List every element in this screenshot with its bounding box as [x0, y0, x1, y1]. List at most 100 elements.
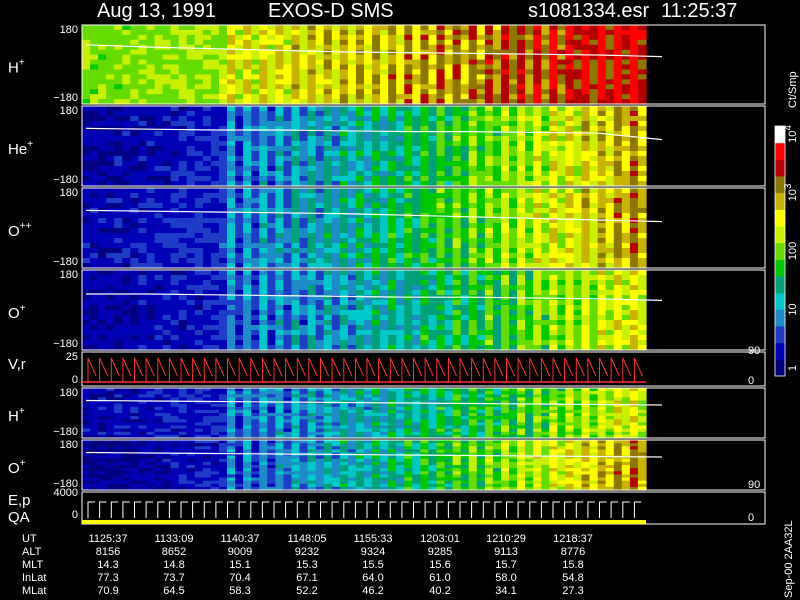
heat-cell [202, 69, 212, 75]
heat-cell [291, 345, 301, 351]
heat-cell [557, 248, 567, 254]
heat-cell [557, 141, 567, 147]
heat-cell [106, 44, 115, 51]
heat-cell [323, 116, 333, 122]
heat-cell [525, 151, 534, 157]
heat-cell [484, 310, 494, 316]
heat-cell [291, 136, 301, 142]
heat-cell [347, 198, 357, 204]
heat-cell [122, 300, 131, 306]
heat-cell [573, 285, 583, 291]
heat-cell [130, 238, 139, 244]
heat-cell [194, 431, 204, 436]
heat-cell [178, 330, 188, 336]
heat-cell [178, 223, 188, 229]
heat-cell [114, 25, 123, 31]
heat-cell [178, 233, 188, 239]
heat-cell [339, 295, 349, 301]
heat-cell [541, 198, 550, 204]
heat-cell [202, 89, 212, 95]
heat-cell [219, 397, 228, 402]
heat-cell [565, 280, 575, 286]
heat-cell [114, 325, 123, 331]
heat-cell [364, 330, 373, 336]
heat-cell [605, 121, 615, 127]
heat-cell [106, 428, 115, 433]
heat-cell [307, 121, 317, 127]
heat-cell [460, 106, 470, 112]
heat-cell [509, 275, 518, 281]
heat-cell [186, 263, 196, 269]
spectrogram-panels: 180−180H+180−180He+180−180O++180−180O+18… [8, 24, 766, 491]
heat-cell [372, 290, 381, 296]
heat-cell [267, 340, 276, 346]
heat-cell [170, 176, 180, 182]
heat-cell [460, 84, 470, 90]
heat-cell [517, 315, 526, 321]
heat-cell [259, 99, 268, 105]
heat-cell [589, 248, 599, 254]
heat-cell [170, 253, 180, 259]
heat-cell [347, 330, 357, 336]
heat-cell [90, 248, 99, 254]
heat-cell [210, 59, 220, 66]
heat-cell [283, 419, 293, 423]
heat-cell [251, 258, 260, 264]
heat-cell [299, 84, 309, 90]
heat-cell [186, 223, 196, 229]
heat-cell [364, 300, 373, 306]
heat-cell [299, 59, 309, 66]
heat-cell [347, 99, 357, 105]
heat-cell [331, 315, 341, 321]
heat-cell [291, 253, 301, 259]
heat-cell [339, 340, 349, 346]
heat-cell [267, 213, 276, 219]
heat-cell [573, 69, 583, 75]
heat-cell [154, 34, 164, 41]
heat-cell [146, 403, 156, 408]
heat-cell [517, 161, 526, 167]
heat-cell [517, 49, 526, 56]
heat-cell [219, 315, 228, 321]
heat-cell [364, 89, 373, 95]
heat-cell [404, 176, 413, 182]
heat-cell [621, 64, 631, 70]
heat-cell [380, 74, 389, 80]
heat-cell [501, 280, 510, 286]
heat-cell [106, 238, 115, 244]
heat-cell [613, 345, 623, 351]
heat-cell [613, 136, 623, 142]
heat-cell [468, 166, 478, 172]
heat-cell [404, 248, 413, 254]
heat-cell [629, 193, 639, 199]
heat-cell [82, 146, 91, 152]
heat-cell [243, 403, 252, 408]
heat-cell [291, 161, 301, 167]
heat-cell [629, 238, 639, 244]
heat-cell [396, 29, 405, 36]
heat-cell [210, 25, 220, 31]
heat-cell [372, 280, 381, 286]
heat-cell [452, 89, 462, 95]
heat-cell [436, 275, 446, 281]
heat-cell [122, 141, 131, 147]
heat-cell [267, 416, 276, 420]
heat-cell [517, 188, 526, 194]
heat-cell [90, 64, 99, 70]
heat-cell [267, 310, 276, 316]
heat-cell [227, 397, 236, 402]
heat-cell [589, 295, 599, 301]
heat-cell [194, 208, 204, 214]
heat-cell [364, 99, 373, 105]
heat-cell [291, 203, 301, 209]
heat-cell [621, 238, 631, 244]
heat-cell [331, 106, 341, 112]
heat-cell [291, 280, 301, 286]
heat-cell [307, 126, 317, 132]
heat-cell [589, 310, 599, 316]
heat-cell [605, 258, 615, 264]
heat-cell [509, 84, 518, 90]
heat-cell [549, 161, 558, 167]
heat-cell [307, 39, 317, 46]
heat-cell [82, 39, 91, 46]
